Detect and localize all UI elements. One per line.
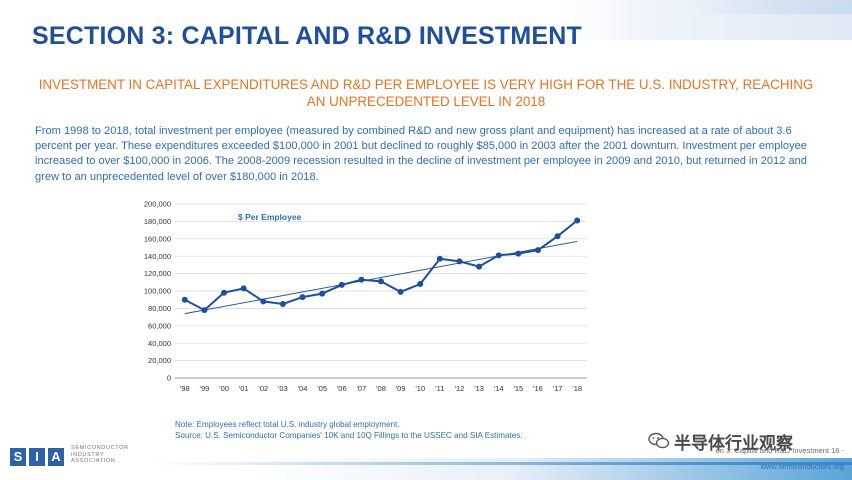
logo-letter-i: I: [29, 448, 45, 466]
x-tick-label: '03: [278, 384, 288, 393]
data-point: [221, 289, 228, 296]
x-tick-label: '01: [239, 384, 249, 393]
data-point: [181, 296, 188, 303]
logo-org-line: INDUSTRY: [71, 451, 105, 458]
data-point: [201, 307, 208, 314]
x-tick-label: '05: [317, 384, 327, 393]
y-tick-label: 60,000: [148, 321, 171, 330]
data-point: [534, 247, 541, 254]
footer-accent-line: [150, 462, 852, 465]
data-point: [515, 250, 522, 257]
x-tick-label: '04: [298, 384, 308, 393]
y-tick-label: 120,000: [144, 269, 171, 278]
data-point: [476, 263, 483, 270]
x-tick-label: '11: [435, 384, 444, 393]
data-point: [417, 281, 424, 288]
x-tick-label: '08: [376, 384, 386, 393]
y-tick-label: 160,000: [144, 234, 171, 243]
y-tick-label: 40,000: [148, 339, 171, 348]
data-point: [279, 301, 286, 308]
data-point: [574, 217, 581, 224]
x-tick-label: '16: [533, 384, 543, 393]
headline: INVESTMENT IN CAPITAL EXPENDITURES AND R…: [38, 77, 814, 109]
footer-url: www.semiconductors.org: [760, 462, 844, 471]
logo-org-line: SEMICONDUCTOR: [71, 445, 129, 451]
watermark-text: 半导体行业观察: [674, 434, 793, 454]
x-tick-label: '99: [200, 384, 210, 393]
data-points: [181, 217, 581, 314]
x-tick-label: '17: [553, 384, 563, 393]
x-tick-label: '00: [219, 384, 229, 393]
logo-letter-s: S: [10, 448, 26, 466]
header-decoration-light: [690, 0, 852, 14]
x-tick-label: '12: [455, 384, 465, 393]
wechat-icon: [648, 432, 670, 449]
x-tick-label: '14: [494, 384, 504, 393]
data-point: [319, 290, 326, 297]
x-axis-ticks: '98 '99 '00 '01 '02 '03 '04 '05 '06 '07 '08 '09 '10 '…: [180, 384, 582, 393]
data-point: [299, 294, 306, 301]
data-point: [397, 288, 404, 295]
y-tick-label: 200,000: [144, 200, 171, 209]
data-point: [378, 278, 384, 285]
y-tick-label: 180,000: [144, 217, 171, 226]
y-tick-label: 140,000: [144, 252, 171, 261]
y-tick-label: 80,000: [148, 304, 171, 313]
footer-page-number: on 3: Capital and R&D Investment 16 -: [715, 446, 844, 455]
x-tick-label: '02: [258, 384, 268, 393]
y-tick-label: 0: [167, 374, 171, 383]
x-tick-label: '15: [513, 384, 523, 393]
x-tick-label: '07: [356, 384, 366, 393]
section-title: SECTION 3: CAPITAL AND R&D INVESTMENT: [32, 22, 583, 50]
y-tick-label: 100,000: [144, 287, 171, 296]
sia-logo: S I A SEMICONDUCTOR INDUSTRY ASSOCIATION: [8, 444, 148, 474]
investment-per-employee-chart: 0 20,000 40,000 60,000 80,000 100,000 120,000 1…: [144, 200, 587, 393]
series-label: $ Per Employee: [238, 212, 302, 222]
chart-source: Source: U.S. Semiconductor Companies' 10…: [175, 431, 523, 440]
data-point: [338, 281, 345, 288]
data-point: [260, 298, 267, 305]
data-point: [436, 255, 443, 262]
x-tick-label: '06: [337, 384, 347, 393]
data-point: [495, 252, 502, 259]
logo-letter-a: A: [48, 448, 64, 466]
logo-org-name: SEMICONDUCTOR INDUSTRY ASSOCIATION: [71, 445, 151, 465]
chart-note: Note: Employees reflect total U.S. indus…: [175, 420, 400, 429]
x-tick-label: '98: [180, 384, 190, 393]
logo-org-line: ASSOCIATION: [71, 458, 116, 465]
series-line: [184, 219, 578, 312]
body-text: From 1998 to 2018, total investment per …: [35, 125, 807, 183]
data-point: [240, 285, 247, 292]
y-tick-label: 20,000: [148, 356, 171, 365]
data-point: [456, 258, 463, 265]
chart-gridlines: [175, 203, 587, 379]
data-point: [554, 233, 561, 240]
x-tick-label: '13: [474, 384, 484, 393]
y-axis-ticks: 0 20,000 40,000 60,000 80,000 100,000 120,000 1…: [144, 200, 171, 383]
x-tick-label: '09: [396, 384, 406, 393]
x-tick-label: '18: [572, 384, 582, 393]
data-point: [358, 276, 365, 283]
series-line-group: [184, 219, 578, 312]
x-tick-label: '10: [415, 384, 425, 393]
